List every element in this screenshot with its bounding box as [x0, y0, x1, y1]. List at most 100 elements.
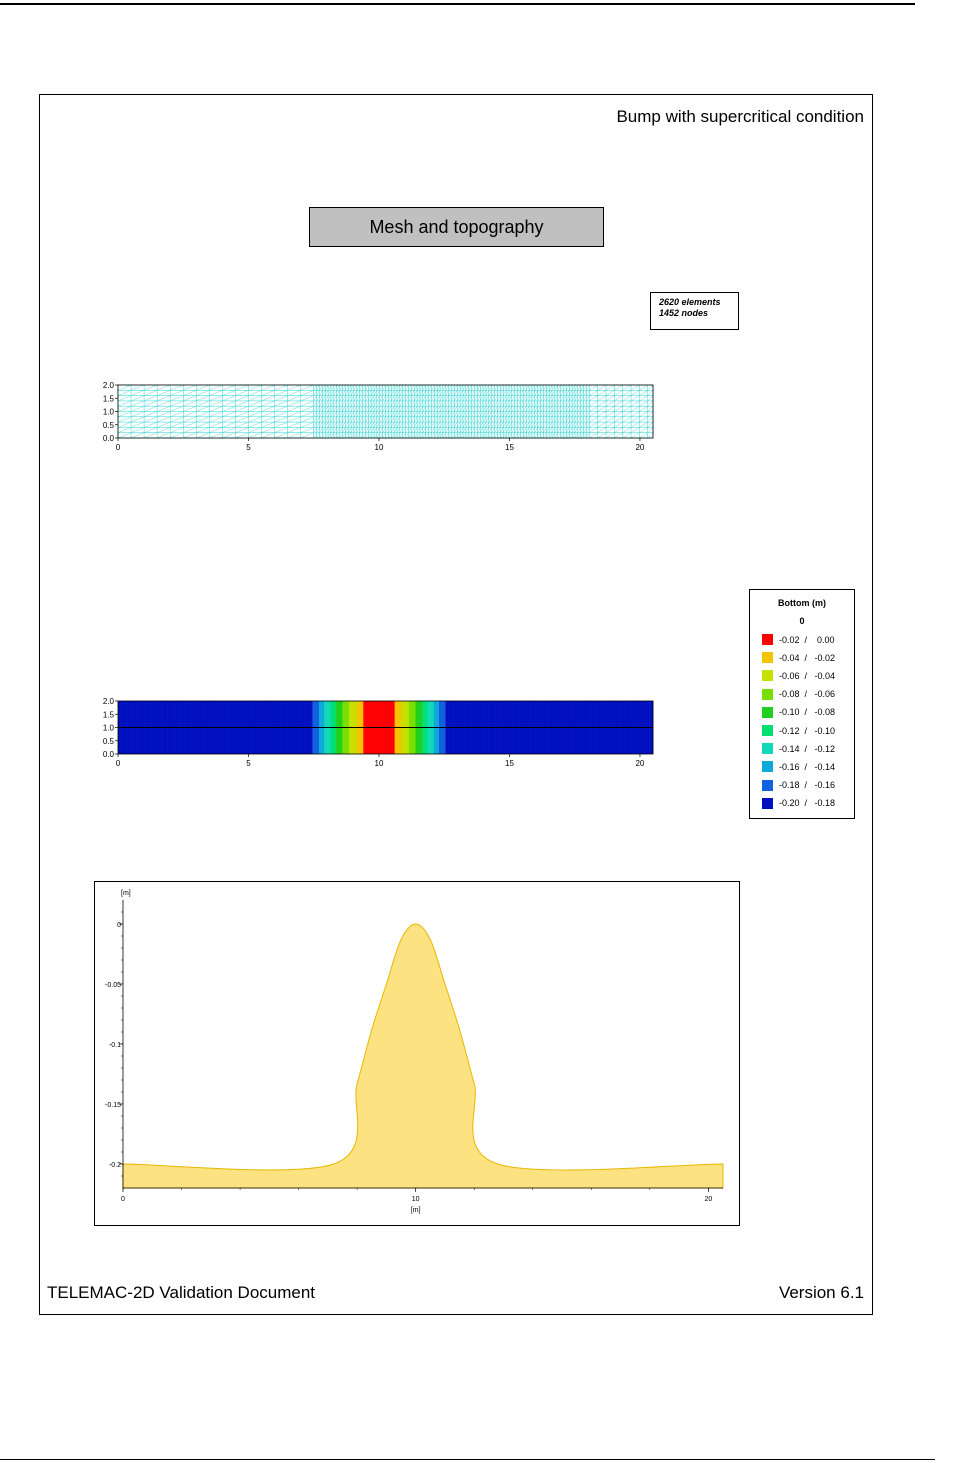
- legend-entry: -0.02 / 0.00: [762, 634, 835, 645]
- mesh-edge: [416, 406, 421, 412]
- mesh-x-tick-label: 15: [505, 443, 514, 452]
- mesh-edge: [439, 432, 444, 439]
- mesh-edge: [465, 384, 469, 391]
- mesh-edge: [196, 427, 210, 433]
- mesh-edge: [436, 384, 441, 391]
- mesh-edge: [345, 432, 349, 439]
- mesh-edge: [376, 411, 380, 417]
- mesh-edge: [523, 395, 527, 401]
- mesh-edge: [359, 422, 363, 428]
- mesh-edge: [287, 390, 301, 396]
- mesh-edge: [261, 416, 275, 423]
- mesh-edge: [393, 406, 398, 412]
- mesh-edge: [462, 422, 467, 428]
- mesh-edge: [525, 422, 530, 428]
- mesh-edge: [117, 390, 132, 396]
- mesh-edge: [325, 400, 329, 407]
- legend-swatch: [762, 743, 773, 755]
- mesh-edge: [531, 400, 535, 407]
- mesh-edge: [333, 432, 337, 439]
- mesh-edge: [531, 395, 535, 401]
- mesh-edge: [408, 400, 412, 407]
- mesh-edge: [442, 422, 446, 428]
- mesh-edge: [647, 421, 654, 428]
- mesh-edge: [405, 422, 409, 428]
- mesh-edge: [434, 427, 438, 433]
- mesh-edge: [574, 400, 579, 407]
- mesh-edge: [316, 411, 320, 417]
- mesh-edge: [342, 406, 346, 412]
- mesh-edge: [563, 432, 567, 439]
- mesh-edge: [557, 400, 561, 407]
- mesh-edge: [368, 427, 372, 433]
- mesh-edge: [274, 421, 288, 428]
- mesh-edge: [448, 384, 452, 391]
- mesh-edge: [465, 416, 469, 423]
- mesh-edge: [248, 427, 262, 433]
- mesh-edge: [548, 432, 553, 439]
- mesh-edge: [322, 427, 326, 433]
- mesh-edge: [571, 432, 576, 439]
- mesh-edge: [196, 395, 210, 402]
- mesh-edge: [373, 395, 378, 401]
- mesh-edge: [416, 384, 421, 391]
- mesh-edge: [563, 390, 567, 396]
- mesh-edge: [525, 400, 530, 407]
- mesh-edge: [563, 411, 567, 417]
- mesh-edge: [563, 384, 567, 391]
- mesh-edge: [485, 432, 490, 439]
- mesh-edge: [442, 416, 446, 423]
- mesh-edge: [157, 384, 171, 391]
- mesh-edge: [531, 411, 535, 417]
- mesh-edge: [465, 432, 469, 439]
- mesh-edge: [376, 416, 380, 423]
- mesh-edge: [494, 432, 498, 439]
- mesh-edge: [448, 395, 452, 401]
- mesh-edge: [520, 406, 524, 412]
- mesh-edge: [388, 395, 392, 401]
- mesh-edge: [500, 384, 504, 391]
- mesh-edge: [144, 406, 158, 412]
- mesh-edge: [393, 432, 398, 439]
- mesh-edge: [523, 427, 527, 433]
- mesh-edge: [500, 422, 504, 428]
- bottom-map-x-tick-label: 0: [116, 759, 121, 768]
- mesh-edge: [235, 427, 249, 433]
- mesh-edge: [405, 411, 409, 417]
- mesh-edge: [569, 400, 573, 407]
- mesh-edge: [327, 432, 332, 439]
- legend-label: -0.10 / -0.08: [779, 707, 836, 718]
- mesh-edge: [451, 427, 455, 433]
- mesh-edge: [586, 384, 590, 391]
- mesh-edge: [583, 416, 587, 423]
- mesh-edge: [465, 400, 469, 407]
- mesh-edge: [488, 432, 492, 439]
- mesh-edge: [428, 390, 432, 396]
- mesh-edge: [477, 427, 481, 433]
- mesh-edge: [630, 390, 640, 396]
- mesh-edge: [494, 411, 498, 417]
- mesh-edge: [448, 400, 452, 407]
- mesh-edge: [471, 406, 475, 412]
- mesh-edge: [474, 400, 478, 407]
- mesh-edge: [157, 390, 171, 396]
- mesh-edge: [543, 395, 547, 401]
- mesh-edge: [605, 384, 615, 391]
- mesh-edge: [517, 422, 521, 428]
- mesh-edge: [353, 432, 357, 439]
- mesh-edge: [500, 416, 504, 423]
- mesh-edge: [196, 416, 210, 423]
- mesh-edge: [362, 432, 366, 439]
- mesh-edge: [402, 400, 406, 407]
- mesh-edge: [566, 427, 570, 433]
- mesh-edge: [482, 390, 487, 396]
- mesh-edge: [416, 400, 421, 407]
- mesh-edge: [523, 390, 527, 396]
- mesh-edge: [571, 384, 576, 391]
- mesh-edge: [248, 406, 262, 412]
- mesh-edge: [574, 432, 579, 439]
- mesh-edge: [414, 400, 418, 407]
- mesh-edge: [531, 422, 535, 428]
- mesh-edge: [511, 406, 515, 412]
- mesh-edge: [339, 411, 343, 417]
